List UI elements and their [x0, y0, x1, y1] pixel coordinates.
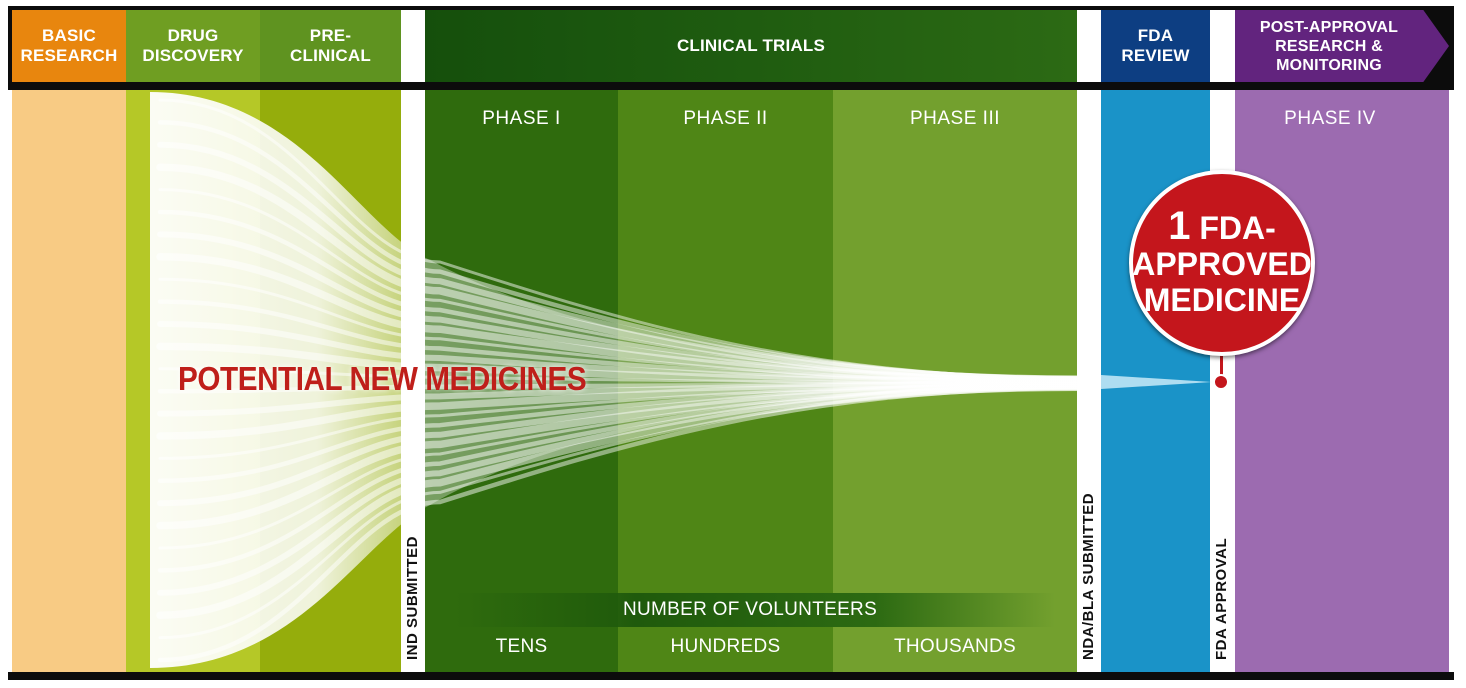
funnel-label: POTENTIAL NEW MEDICINES — [178, 360, 587, 397]
funnel-tip — [1101, 375, 1212, 389]
funnel-streaks — [156, 98, 1082, 663]
nda-submitted-label: NDA/BLA SUBMITTED — [1080, 492, 1097, 660]
badge-line3: MEDICINE — [1143, 282, 1301, 318]
phase4-label: PHASE IV — [1284, 108, 1376, 129]
stage-post-approval: POST-APPROVAL RESEARCH & MONITORING — [1259, 18, 1399, 74]
stage-post-approval-bg — [1235, 10, 1449, 82]
volunteers-tens: TENS — [495, 636, 548, 657]
badge-pin-dot — [1213, 374, 1229, 390]
volunteers-band — [455, 593, 1055, 627]
volunteers-thousands: THOUSANDS — [894, 636, 1016, 657]
stage-fda-review: FDA REVIEW — [1101, 10, 1210, 82]
stage-gap-approval — [1210, 10, 1235, 82]
ind-submitted-label: IND SUBMITTED — [404, 536, 421, 660]
badge-line2: APPROVED — [1132, 246, 1312, 282]
phase3-label: PHASE III — [909, 108, 1001, 129]
phase2-label: PHASE II — [683, 108, 768, 129]
stage-clinical-trials: CLINICAL TRIALS — [425, 10, 1077, 82]
bottom-bar — [8, 672, 1454, 680]
funnel-streak — [157, 385, 1081, 663]
badge-line1-text: FDA- — [1199, 210, 1276, 246]
stage-gap-nda — [1077, 10, 1101, 82]
volunteers-title: NUMBER OF VOLUNTEERS — [622, 599, 878, 620]
column-basic-research — [12, 90, 126, 672]
badge-number: 1 — [1168, 204, 1191, 248]
stage-pre-clinical: PRE- CLINICAL — [260, 10, 401, 82]
stage-drug-discovery: DRUG DISCOVERY — [126, 10, 260, 82]
fda-approval-label: FDA APPROVAL — [1213, 537, 1230, 660]
phase1-label: PHASE I — [482, 108, 561, 129]
stage-basic-research: BASIC RESEARCH — [12, 10, 126, 82]
approved-medicine-badge: 1 FDA- APPROVED MEDICINE — [1129, 170, 1315, 356]
stage-gap-ind — [401, 10, 425, 82]
volunteers-hundreds: HUNDREDS — [670, 636, 781, 657]
badge-line1: 1 FDA- — [1168, 206, 1276, 246]
